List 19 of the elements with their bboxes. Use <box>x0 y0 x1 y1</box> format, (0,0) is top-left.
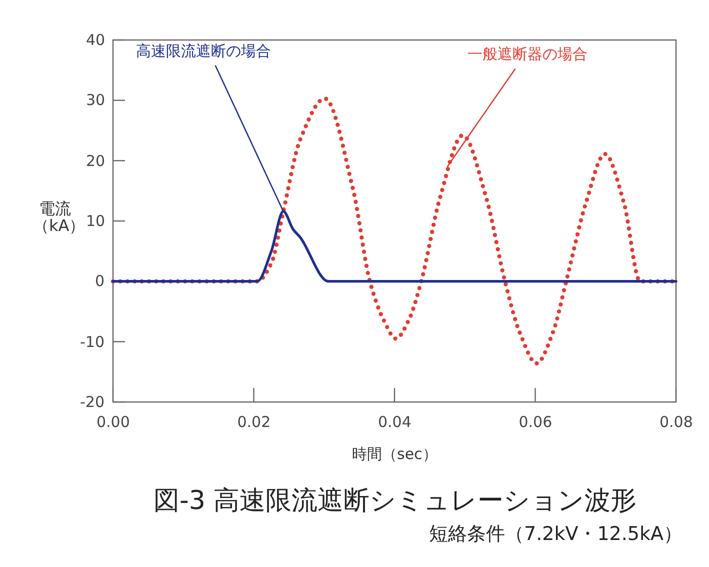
y-tick-label: 0 <box>95 272 105 290</box>
y-tick-label: -20 <box>80 393 104 411</box>
x-tick-label: 0.00 <box>96 413 130 431</box>
text: 短絡条件（7.2kV・12.5kA） <box>429 522 683 547</box>
annotation: 一般遮断器の場合 <box>467 45 588 64</box>
y-tick-label: -10 <box>80 332 104 351</box>
y-axis-title: 電流（kA） <box>33 199 86 235</box>
annotation: 高速限流遮断の場合 <box>136 42 271 61</box>
y-tick-label: 40 <box>86 31 106 49</box>
x-tick-label: 0.06 <box>518 413 552 431</box>
y-tick-label: 30 <box>86 91 106 110</box>
x-tick-label: 0.02 <box>237 413 271 431</box>
x-tick-label: 0.08 <box>660 413 693 431</box>
x-tick-label: 0.04 <box>378 413 412 431</box>
text: 図-3 高速限流遮断シミュレーション波形 <box>154 484 637 518</box>
y-tick-label: 10 <box>86 212 106 230</box>
line-series <box>112 210 678 283</box>
x-axis-title: 時間（sec） <box>352 444 438 464</box>
y-tick-label: 20 <box>86 152 106 170</box>
